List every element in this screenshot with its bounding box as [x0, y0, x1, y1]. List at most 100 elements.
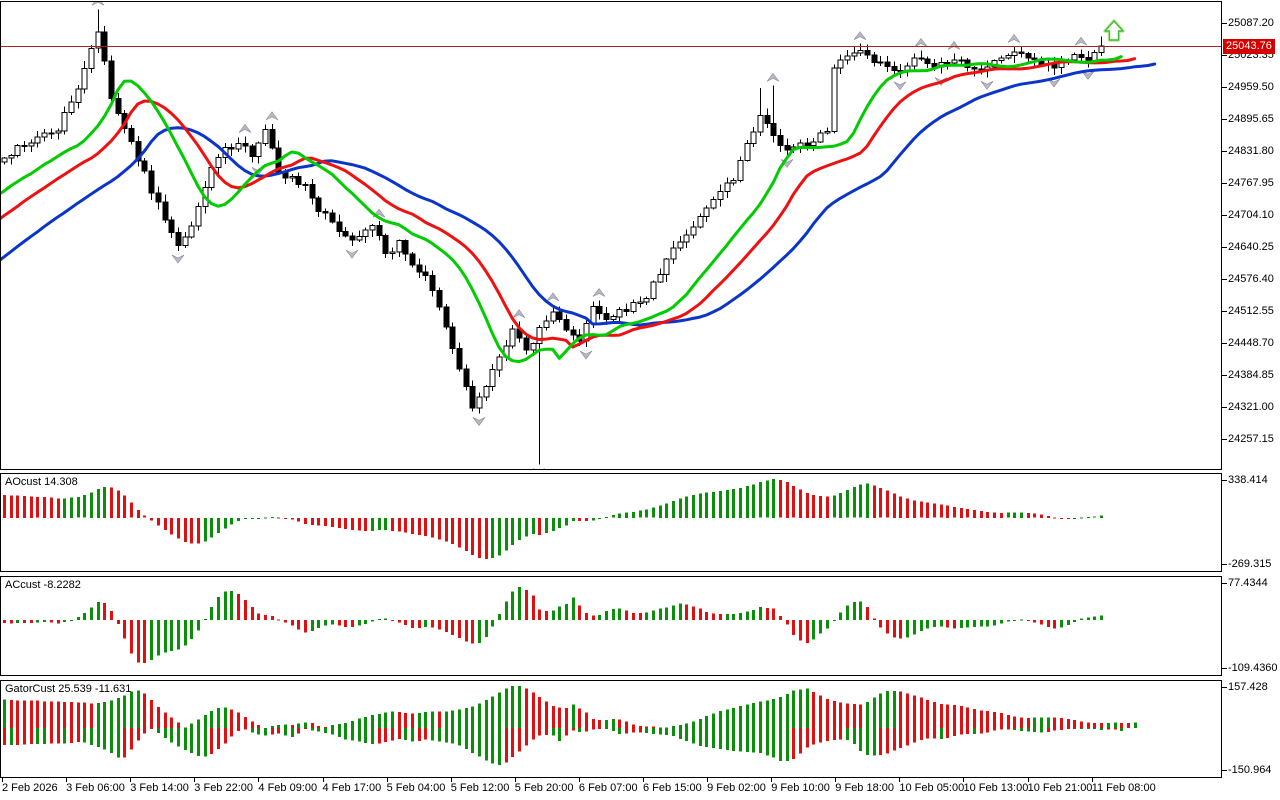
price-axis-label: 24895.65: [1228, 113, 1274, 126]
time-axis-label: 3 Feb 14:00: [130, 782, 189, 794]
gator-axis-tick: [1222, 687, 1227, 688]
time-axis-label: 9 Feb 10:00: [771, 782, 830, 794]
ac-axis-tick: [1222, 583, 1227, 584]
ac-axis-max-label: 77.4344: [1228, 577, 1268, 589]
time-axis-tick: [515, 778, 516, 782]
price-axis-tick: [1222, 375, 1227, 376]
price-axis-label: 24384.85: [1228, 368, 1274, 381]
time-axis-tick: [643, 778, 644, 782]
price-axis-label: 24576.40: [1228, 272, 1274, 285]
main-chart-window[interactable]: [0, 1, 1222, 470]
ao-value: 14.308: [44, 476, 78, 488]
price-axis-label: 24831.80: [1228, 145, 1274, 158]
time-axis-label: 4 Feb 17:00: [322, 782, 382, 794]
price-axis-tick: [1222, 87, 1227, 88]
price-axis-label: 24512.55: [1228, 304, 1274, 317]
ao-axis-tick: [1222, 564, 1227, 565]
ac-axis-min-label: -109.4360: [1228, 662, 1278, 674]
gator-histogram-canvas[interactable]: [1, 681, 1221, 777]
gator-value-upper: 25.539: [58, 683, 92, 695]
price-axis-tick: [1222, 247, 1227, 248]
alligator-lips-line: [1, 55, 1123, 364]
gator-value-lower: -11.631: [94, 683, 132, 695]
time-axis-label: 5 Feb 12:00: [450, 782, 510, 794]
price-chart-canvas[interactable]: [1, 2, 1221, 469]
time-axis-label: 11 Feb 08:00: [1091, 782, 1156, 794]
gator-axis-max-label: 157.428: [1228, 681, 1268, 693]
time-axis-label: 10 Feb 05:00: [899, 782, 965, 794]
price-axis-tick: [1222, 55, 1227, 56]
time-axis-tick: [323, 778, 324, 782]
time-axis-tick: [963, 778, 964, 782]
time-axis-label: 5 Feb 04:00: [386, 782, 446, 794]
time-axis-tick: [258, 778, 259, 782]
ao-axis-min-label: -269.315: [1228, 558, 1272, 570]
time-axis-label: 6 Feb 15:00: [643, 782, 702, 794]
price-axis-tick: [1222, 119, 1227, 120]
time-axis-label: 3 Feb 06:00: [66, 782, 125, 794]
ao-histogram-canvas[interactable]: [1, 474, 1221, 571]
time-axis-tick: [194, 778, 195, 782]
time-axis-label: 6 Feb 07:00: [578, 782, 638, 794]
alligator-jaw-line: [1, 62, 1157, 327]
time-axis-tick: [2, 778, 3, 782]
ac-indicator-label: ACcust -8.2282: [5, 579, 81, 591]
time-axis-tick: [771, 778, 772, 782]
price-axis-label: 24640.25: [1228, 241, 1274, 254]
ao-name: AOcust: [5, 476, 42, 488]
current-price-line: [1, 46, 1221, 47]
candles: [1, 9, 1105, 465]
price-axis-label: 24704.10: [1228, 209, 1274, 222]
price-axis-tick: [1222, 311, 1227, 312]
gator-name: GatorCust: [5, 683, 56, 695]
time-axis-tick: [1028, 778, 1029, 782]
gator-indicator-window[interactable]: GatorCust 25.539 -11.631: [0, 680, 1222, 778]
time-axis-label: 10 Feb 21:00: [1027, 782, 1093, 794]
ac-name: ACcust: [5, 579, 41, 591]
price-axis-tick: [1222, 23, 1227, 24]
time-axis-tick: [66, 778, 67, 782]
price-axis-tick: [1222, 407, 1227, 408]
ao-axis-max-label: 338.414: [1228, 474, 1268, 486]
time-axis-tick: [707, 778, 708, 782]
ac-indicator-window[interactable]: ACcust -8.2282: [0, 576, 1222, 676]
ao-indicator-label: AOcust 14.308: [5, 476, 78, 488]
time-axis-tick: [387, 778, 388, 782]
price-axis-label: 24321.00: [1228, 400, 1274, 413]
time-axis-label: 3 Feb 22:00: [194, 782, 254, 794]
gator-bars: [3, 686, 1137, 765]
alligator-teeth-line: [1, 57, 1137, 349]
price-axis-label: 24959.50: [1228, 81, 1274, 94]
time-axis-tick: [1092, 778, 1093, 782]
gator-indicator-label: GatorCust 25.539 -11.631: [5, 683, 131, 695]
price-axis-tick: [1222, 215, 1227, 216]
gator-axis-tick: [1222, 770, 1227, 771]
time-axis-tick: [835, 778, 836, 782]
gator-axis-min-label: -150.964: [1228, 764, 1272, 776]
buy-signal-arrow-icon[interactable]: [1103, 19, 1125, 42]
price-axis-tick: [1222, 343, 1227, 344]
ao-indicator-window[interactable]: AOcust 14.308: [0, 473, 1222, 572]
fractal-arrows: [91, 2, 1095, 469]
price-axis-tick: [1222, 439, 1227, 440]
price-axis-tick: [1222, 183, 1227, 184]
ao-axis-tick: [1222, 480, 1227, 481]
price-axis-label: 24448.70: [1228, 336, 1274, 349]
time-axis-tick: [579, 778, 580, 782]
price-axis-tick: [1222, 151, 1227, 152]
price-axis-label: 24257.15: [1228, 432, 1274, 445]
ac-histogram-canvas[interactable]: [1, 577, 1221, 675]
time-axis-label: 10 Feb 13:00: [963, 782, 1029, 794]
ac-value: -8.2282: [43, 579, 81, 591]
price-axis-tick: [1222, 279, 1227, 280]
price-axis-label: 24767.95: [1228, 177, 1274, 190]
current-price-tag: 25043.76: [1223, 39, 1275, 54]
time-axis-tick: [899, 778, 900, 782]
time-axis-tick: [451, 778, 452, 782]
price-axis-label: 25087.20: [1228, 17, 1274, 30]
time-axis-label: 5 Feb 20:00: [514, 782, 574, 794]
ac-axis-tick: [1222, 668, 1227, 669]
time-axis-tick: [130, 778, 131, 782]
time-axis-label: 4 Feb 09:00: [258, 782, 318, 794]
